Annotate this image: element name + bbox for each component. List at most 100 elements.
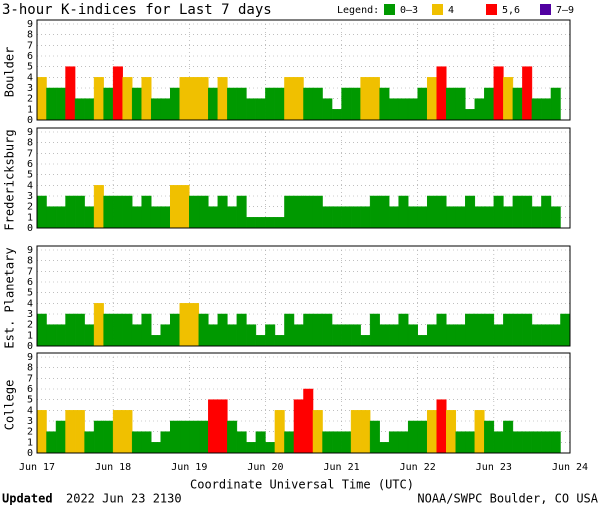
bar <box>198 195 209 229</box>
bar <box>236 87 247 121</box>
bar <box>46 431 57 454</box>
bar <box>398 98 409 121</box>
y-tick-label: 1 <box>27 104 33 115</box>
updated-label: Updated <box>2 492 53 506</box>
bar <box>322 431 333 454</box>
bar <box>426 195 438 229</box>
bar <box>284 313 295 347</box>
bar <box>141 313 152 347</box>
y-tick-label: 4 <box>27 72 33 83</box>
bar <box>274 410 285 454</box>
bar <box>512 313 523 347</box>
legend-title: Legend: <box>337 5 379 16</box>
credit: NOAA/SWPC Boulder, CO USA <box>417 492 598 506</box>
bar <box>179 420 190 454</box>
bar <box>531 431 542 454</box>
y-tick-label: 6 <box>27 159 33 170</box>
y-axis-label: College <box>3 380 17 431</box>
bar <box>417 206 428 229</box>
bar <box>541 431 552 454</box>
bar <box>426 410 438 454</box>
bar <box>217 313 228 347</box>
bar <box>379 324 390 347</box>
bar <box>303 87 314 121</box>
bar <box>322 98 333 121</box>
bar <box>227 206 238 229</box>
bar <box>150 442 161 454</box>
y-tick-label: 9 <box>27 19 33 30</box>
bar <box>312 87 323 121</box>
bar <box>46 87 57 121</box>
bar <box>208 87 219 121</box>
bar <box>360 77 371 121</box>
bar <box>284 77 295 121</box>
bar <box>550 324 561 347</box>
y-tick-label: 3 <box>27 309 33 320</box>
bar <box>322 206 333 229</box>
bar <box>131 324 142 347</box>
bar <box>426 77 438 121</box>
bar <box>531 98 542 121</box>
y-tick-label: 4 <box>27 405 33 416</box>
bar <box>93 303 104 347</box>
bar <box>170 185 181 229</box>
bar <box>303 313 314 347</box>
bar <box>227 87 238 121</box>
bar <box>341 87 352 121</box>
bar <box>388 431 399 454</box>
bar <box>407 98 418 121</box>
y-tick-label: 9 <box>27 127 33 138</box>
bar <box>446 87 457 121</box>
bar <box>122 77 133 121</box>
bar <box>446 410 457 454</box>
bar <box>446 206 457 229</box>
y-tick-label: 1 <box>27 330 33 341</box>
bar <box>293 77 304 121</box>
x-tick-label: Jun 20 <box>247 462 283 473</box>
bar <box>46 206 57 229</box>
bar <box>65 313 76 347</box>
x-tick-label: Jun 21 <box>324 462 360 473</box>
y-tick-label: 7 <box>27 373 33 384</box>
bar <box>131 87 142 121</box>
legend-swatch <box>432 4 443 15</box>
bar <box>246 98 257 121</box>
bar <box>246 324 257 347</box>
bar <box>474 313 485 347</box>
bar <box>379 195 390 229</box>
y-tick-label: 6 <box>27 384 33 395</box>
bar <box>208 206 219 229</box>
y-tick-label: 0 <box>27 448 33 459</box>
y-tick-label: 6 <box>27 277 33 288</box>
x-tick-label: Jun 18 <box>95 462 131 473</box>
bar <box>522 313 533 347</box>
bar <box>208 399 219 454</box>
bar <box>455 87 466 121</box>
bar <box>293 324 304 347</box>
bar <box>503 313 514 347</box>
y-tick-label: 8 <box>27 256 33 267</box>
bar <box>522 66 533 121</box>
bar <box>531 324 542 347</box>
bar <box>484 87 495 121</box>
bar <box>493 324 504 347</box>
bar <box>227 420 238 454</box>
bar <box>369 420 380 454</box>
bar <box>170 313 181 347</box>
bar <box>112 313 123 347</box>
bar <box>465 195 476 229</box>
bar <box>388 324 399 347</box>
bar <box>312 313 323 347</box>
bar <box>65 410 76 454</box>
bar <box>331 324 342 347</box>
bar <box>455 431 466 454</box>
bar <box>112 195 123 229</box>
bar <box>198 420 209 454</box>
bar <box>360 410 371 454</box>
bar <box>84 324 95 347</box>
y-tick-label: 1 <box>27 212 33 223</box>
y-tick-label: 7 <box>27 148 33 159</box>
bar <box>55 206 66 229</box>
bar <box>522 195 533 229</box>
bar <box>474 98 485 121</box>
